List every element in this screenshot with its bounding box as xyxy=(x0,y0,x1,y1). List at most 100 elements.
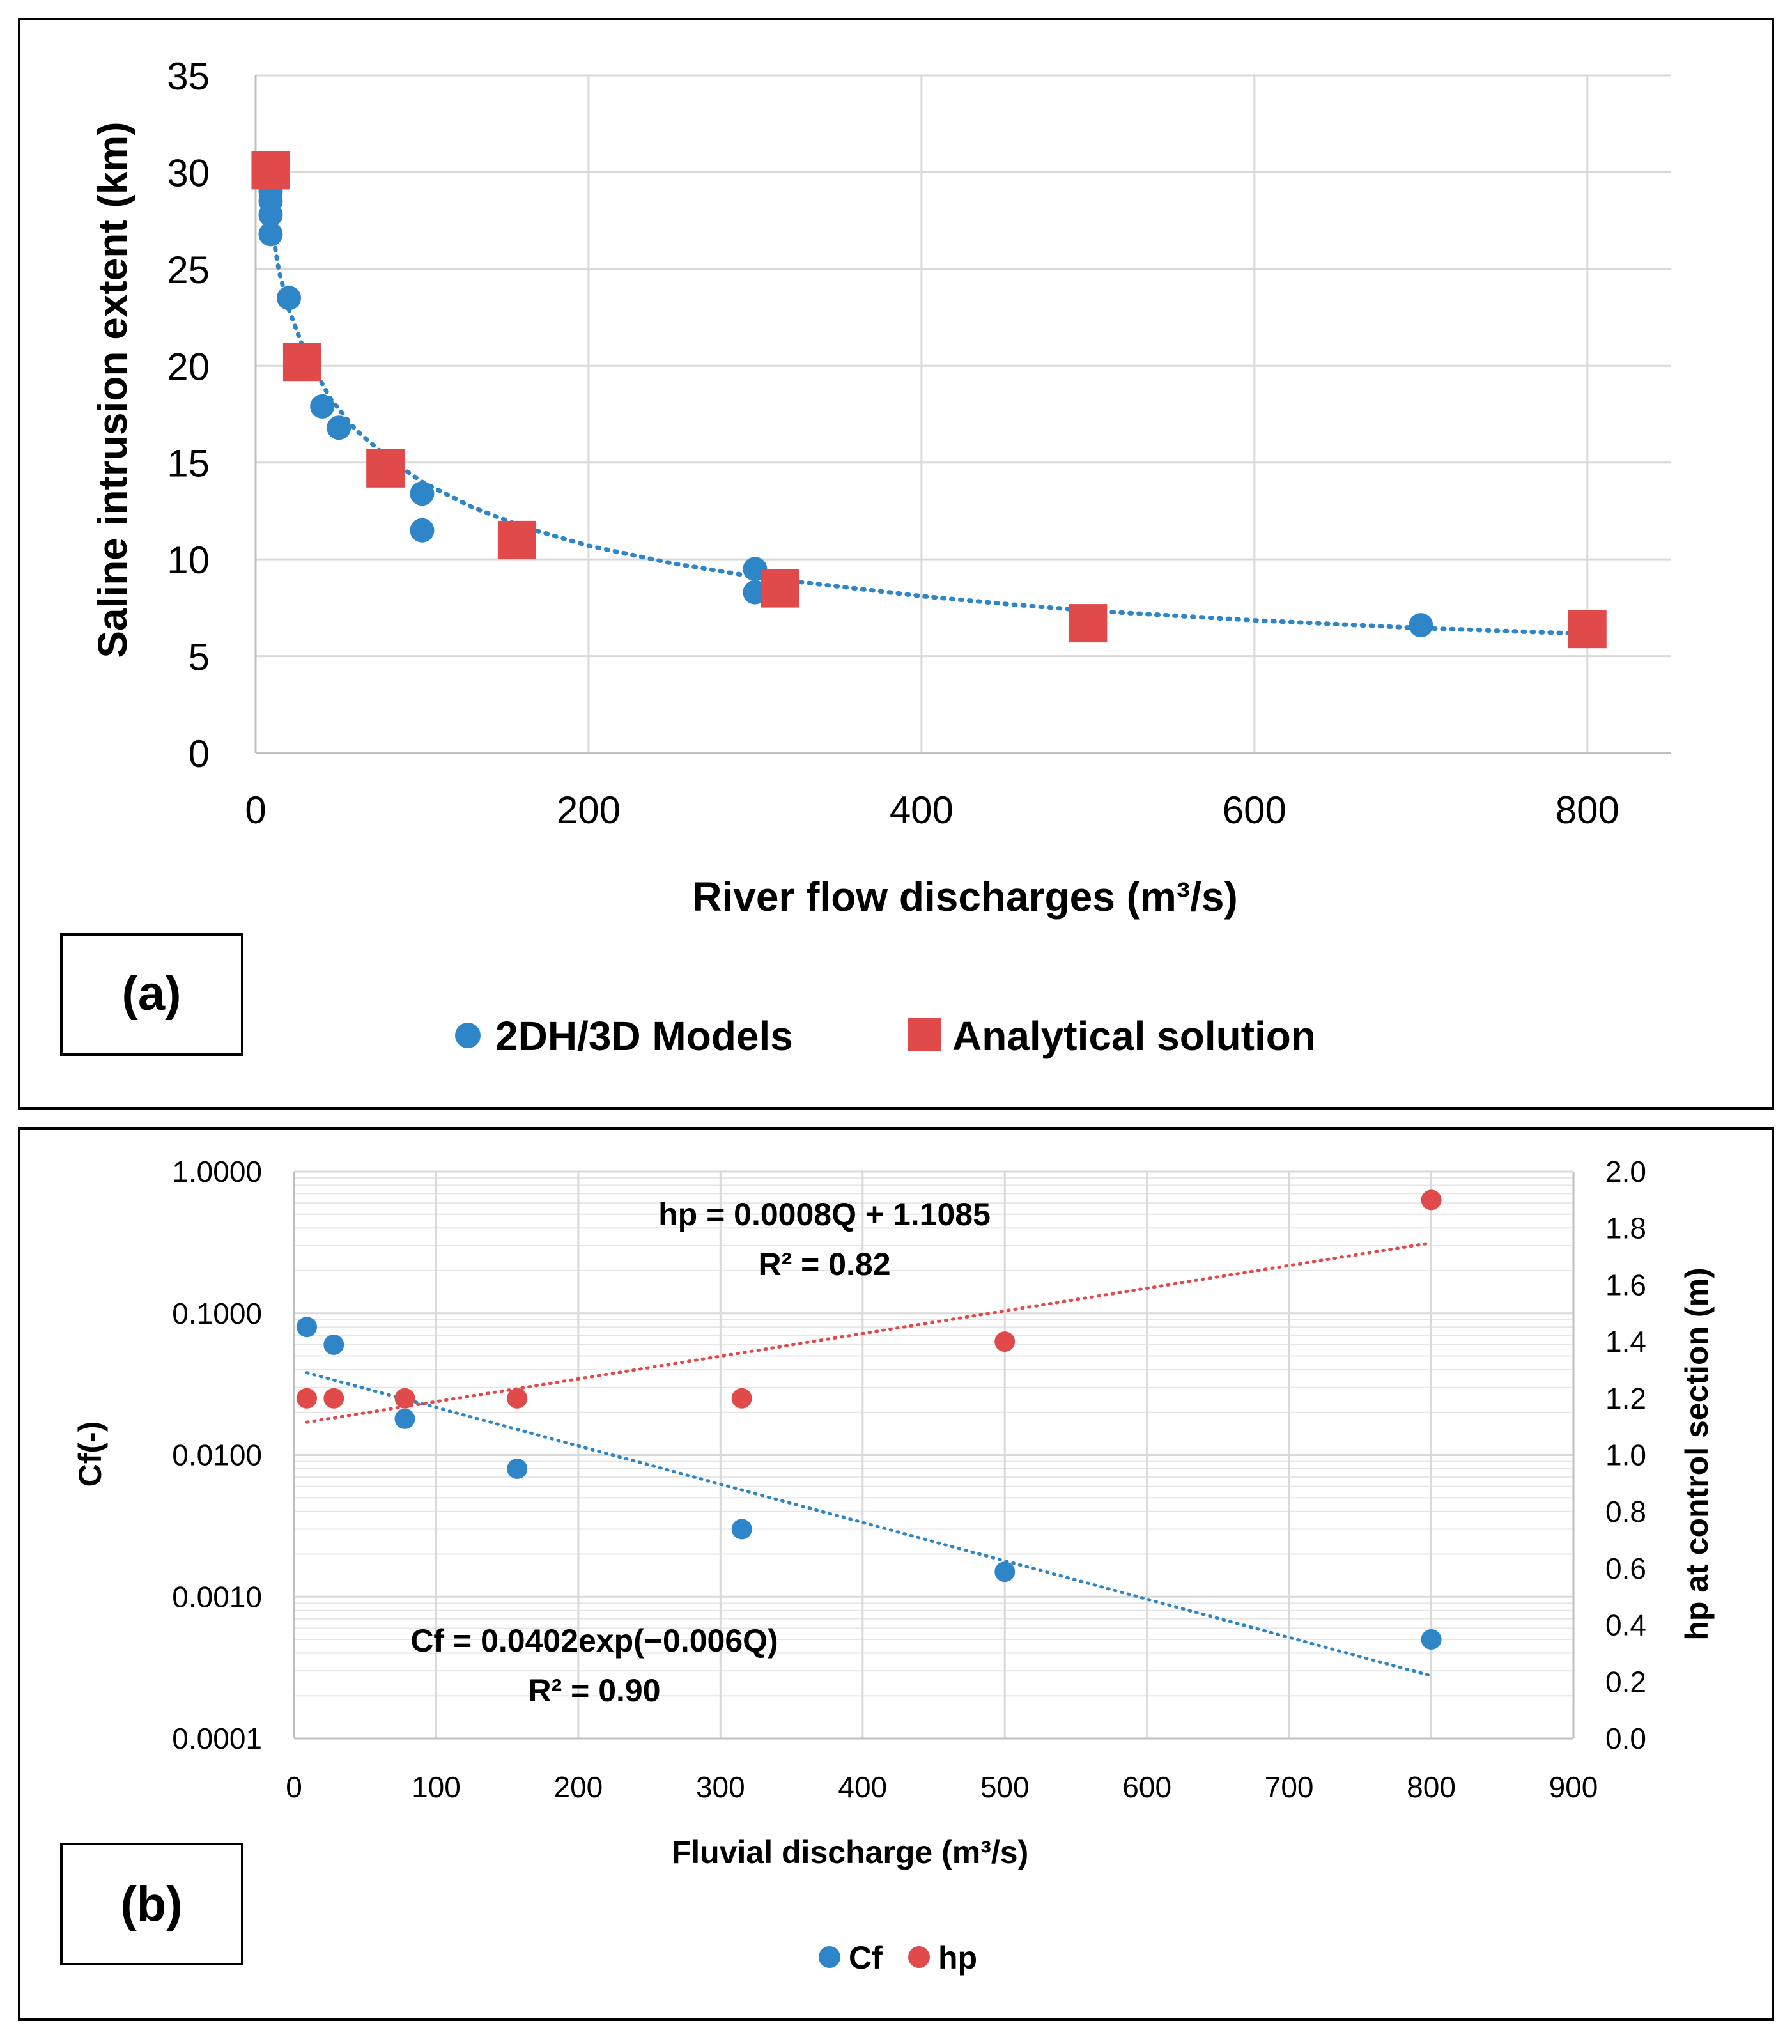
y-tick-label: 20 xyxy=(167,345,210,388)
right-y-tick-label: 0.6 xyxy=(1605,1552,1646,1585)
model-point xyxy=(310,394,335,419)
panel-b-trendlines xyxy=(305,1241,1433,1678)
left-y-tick-label: 1.0000 xyxy=(172,1155,262,1188)
left-y-tick-label: 0.0001 xyxy=(172,1722,262,1755)
hp-r2-label: R² = 0.82 xyxy=(758,1246,890,1282)
hp-equation-label: hp = 0.0008Q + 1.1085 xyxy=(658,1196,991,1232)
panel-b-tick-labels: 0.0001 0.0010 0.0100 0.1000 1.0000 0.0 0.2 0.4 0… xyxy=(172,1155,1646,1804)
cf-point xyxy=(323,1334,344,1355)
hp-point xyxy=(297,1388,318,1409)
panel-b-label: (b) xyxy=(120,1877,182,1932)
cf-point xyxy=(297,1317,318,1338)
hp-point xyxy=(394,1388,415,1409)
legend-label-analytical: Analytical solution xyxy=(952,1013,1316,1059)
model-point xyxy=(410,518,435,543)
x-tick-label: 500 xyxy=(980,1770,1030,1804)
right-y-tick-label: 0.8 xyxy=(1605,1495,1646,1528)
cf-equation-label: Cf = 0.0402exp(−0.006Q) xyxy=(410,1623,778,1659)
model-point xyxy=(410,481,435,506)
panel-b-label-box xyxy=(60,1843,243,1965)
right-y-tick-label: 1.2 xyxy=(1605,1382,1646,1415)
panel-a-label-box xyxy=(60,933,243,1056)
panel-a-gridlines xyxy=(256,74,1671,753)
y-tick-label: 0 xyxy=(189,732,210,775)
panel-b-x-axis-title: Fluvial discharge (m³/s) xyxy=(672,1834,1028,1870)
y-tick-label: 10 xyxy=(167,539,210,582)
cf-point xyxy=(507,1458,528,1479)
right-y-tick-label: 2.0 xyxy=(1605,1155,1646,1188)
right-y-tick-label: 0.2 xyxy=(1605,1665,1646,1698)
x-tick-label: 200 xyxy=(557,789,621,832)
cf-trendline xyxy=(305,1371,1433,1678)
right-y-tick-label: 0.0 xyxy=(1605,1722,1646,1755)
panel-b-frame xyxy=(18,1127,1774,2021)
x-tick-label: 800 xyxy=(1407,1770,1456,1804)
analytical-point xyxy=(1568,610,1607,649)
legend-label-models: 2DH/3D Models xyxy=(495,1013,793,1059)
legend-marker-hp xyxy=(908,1946,930,1968)
panel-a-y-axis-title: Saline intrusion extent (km) xyxy=(89,121,135,658)
cf-point xyxy=(1421,1629,1442,1650)
y-tick-label: 15 xyxy=(167,442,210,485)
analytical-point xyxy=(497,520,536,559)
hp-point xyxy=(323,1388,344,1409)
panel-a-legend: 2DH/3D Models Analytical solution xyxy=(455,1013,1316,1059)
y-tick-label: 25 xyxy=(167,249,210,291)
legend-marker-cf xyxy=(819,1946,840,1968)
right-y-tick-label: 1.4 xyxy=(1605,1325,1646,1358)
cf-point xyxy=(394,1408,415,1429)
x-tick-label: 300 xyxy=(696,1770,745,1804)
panel-b-left-axis-title: Cf(-) xyxy=(72,1421,108,1487)
x-tick-label: 600 xyxy=(1122,1770,1171,1804)
panel-a-label: (a) xyxy=(122,966,182,1021)
right-y-tick-label: 1.8 xyxy=(1605,1212,1646,1245)
panel-a-trendline xyxy=(270,228,1590,637)
model-point xyxy=(327,415,351,440)
hp-point xyxy=(507,1388,528,1409)
right-y-tick-label: 1.6 xyxy=(1605,1268,1646,1301)
x-tick-label: 600 xyxy=(1223,789,1286,832)
panel-b-axes xyxy=(293,1172,1575,1740)
legend-label-hp: hp xyxy=(938,1940,977,1976)
legend-label-cf: Cf xyxy=(849,1940,883,1976)
model-point xyxy=(258,222,283,247)
legend-marker-models xyxy=(455,1023,481,1048)
right-y-tick-label: 1.0 xyxy=(1605,1439,1646,1472)
y-tick-label: 35 xyxy=(167,55,210,98)
hp-point xyxy=(994,1331,1016,1352)
panel-b-gridlines xyxy=(293,1170,1575,1740)
x-tick-label: 100 xyxy=(412,1770,461,1804)
x-tick-label: 800 xyxy=(1556,789,1619,832)
x-tick-label: 700 xyxy=(1265,1770,1314,1804)
analytical-point xyxy=(282,343,321,382)
analytical-point xyxy=(366,449,405,488)
right-y-tick-label: 0.4 xyxy=(1605,1609,1646,1642)
panel-a-points xyxy=(251,151,1607,649)
left-y-tick-label: 0.1000 xyxy=(172,1297,262,1330)
y-tick-label: 30 xyxy=(167,151,210,194)
left-y-tick-label: 0.0010 xyxy=(172,1580,262,1613)
legend-marker-analytical xyxy=(908,1018,941,1051)
x-tick-label: 0 xyxy=(245,789,266,832)
x-tick-label: 900 xyxy=(1549,1770,1598,1804)
hp-point xyxy=(731,1388,752,1409)
panel-b-points xyxy=(297,1189,1442,1650)
panel-b-legend: Cf hp xyxy=(819,1940,977,1976)
model-point xyxy=(1409,613,1433,638)
x-tick-label: 0 xyxy=(286,1770,302,1804)
model-point xyxy=(277,286,302,311)
cf-point xyxy=(994,1561,1016,1583)
x-tick-label: 400 xyxy=(838,1770,887,1804)
y-tick-label: 5 xyxy=(189,636,210,679)
left-y-tick-label: 0.0100 xyxy=(172,1439,262,1472)
cf-point xyxy=(731,1519,752,1540)
hp-point xyxy=(1421,1189,1442,1211)
cf-r2-label: R² = 0.90 xyxy=(528,1673,660,1708)
analytical-point xyxy=(251,151,290,190)
hp-trendline xyxy=(305,1241,1433,1424)
x-tick-label: 200 xyxy=(554,1770,603,1804)
x-tick-label: 400 xyxy=(890,789,954,832)
panel-a-x-axis-title: River flow discharges (m³/s) xyxy=(692,874,1238,920)
